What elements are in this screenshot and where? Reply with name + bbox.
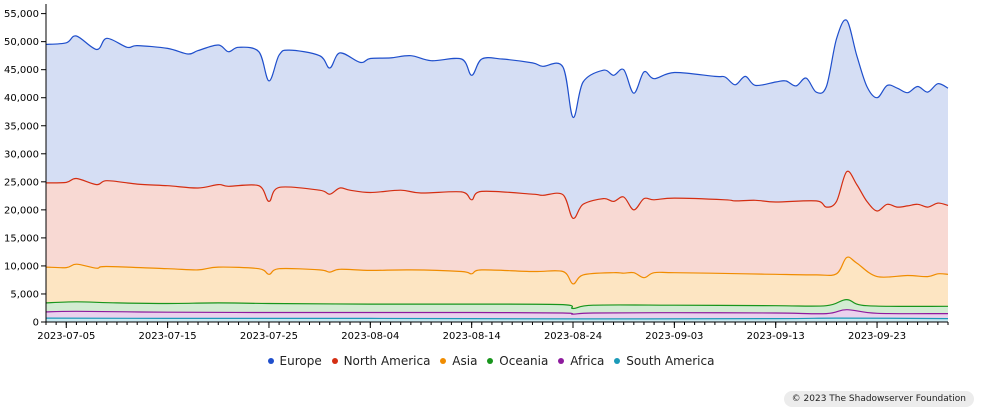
legend-label: Africa xyxy=(570,354,605,368)
x-tick-label: 2023-09-03 xyxy=(645,331,703,342)
x-tick-label: 2023-09-23 xyxy=(848,331,906,342)
line-africa xyxy=(45,309,949,315)
y-tick-label: 15,000 xyxy=(4,233,39,244)
series-areas xyxy=(46,19,948,322)
oceania-dot-icon xyxy=(487,357,494,364)
y-axis: 0 5,000 10,000 15,000 20,000 25,000 30,000 35,0… xyxy=(4,4,47,329)
legend-item-south-america[interactable]: South America xyxy=(614,354,714,368)
x-tick-label: 2023-08-04 xyxy=(341,331,399,342)
y-tick-label: 50,000 xyxy=(4,37,39,48)
x-tick-label: 2023-08-14 xyxy=(443,331,501,342)
asia-dot-icon xyxy=(440,357,447,364)
legend-label: North America xyxy=(343,354,431,368)
legend-item-north-america[interactable]: North America xyxy=(331,354,431,368)
line-south-america xyxy=(45,317,949,320)
line-north-america xyxy=(45,170,949,219)
x-tick-label: 2023-08-24 xyxy=(544,331,602,342)
legend-label: Europe xyxy=(279,354,322,368)
x-tick-label: 2023-07-25 xyxy=(240,331,298,342)
line-europe xyxy=(45,19,949,118)
y-tick-label: 5,000 xyxy=(10,289,39,300)
legend-item-asia[interactable]: Asia xyxy=(440,354,477,368)
legend-item-oceania[interactable]: Oceania xyxy=(487,354,548,368)
legend: Europe North America Asia Oceania Africa… xyxy=(0,354,982,368)
legend-label: Oceania xyxy=(499,354,549,368)
copyright-badge: © 2023 The Shadowserver Foundation xyxy=(783,391,974,407)
area-europe xyxy=(46,19,948,219)
series-lines xyxy=(45,19,949,320)
x-tick-label: 2023-07-15 xyxy=(139,331,197,342)
y-tick-label: 30,000 xyxy=(4,149,39,160)
south-america-dot-icon xyxy=(614,357,621,364)
y-tick-label: 20,000 xyxy=(4,205,39,216)
y-tick-label: 35,000 xyxy=(4,121,39,132)
x-axis: 2023-07-05 2023-07-15 2023-07-25 2023-08-04… xyxy=(37,321,949,342)
line-oceania xyxy=(45,298,949,310)
area-asia xyxy=(46,257,948,309)
y-tick-label: 40,000 xyxy=(4,93,39,104)
legend-item-africa[interactable]: Africa xyxy=(558,354,604,368)
area-oceania xyxy=(46,299,948,315)
line-asia xyxy=(45,256,949,285)
europe-dot-icon xyxy=(267,357,274,364)
y-tick-label: 0 xyxy=(33,318,39,329)
africa-dot-icon xyxy=(558,357,565,364)
y-tick-label: 45,000 xyxy=(4,65,39,76)
legend-label: Asia xyxy=(452,354,478,368)
area-africa xyxy=(46,309,948,319)
y-tick-label: 55,000 xyxy=(4,9,39,20)
area-north-america xyxy=(46,171,948,284)
legend-item-europe[interactable]: Europe xyxy=(267,354,322,368)
y-tick-label: 25,000 xyxy=(4,177,39,188)
x-tick-label: 2023-09-13 xyxy=(747,331,805,342)
x-tick-label: 2023-07-05 xyxy=(37,331,95,342)
stacked-area-chart: 0 5,000 10,000 15,000 20,000 25,000 30,000 35,0… xyxy=(4,4,949,342)
north-america-dot-icon xyxy=(331,357,338,364)
legend-label: South America xyxy=(626,354,715,368)
y-tick-label: 10,000 xyxy=(4,261,39,272)
